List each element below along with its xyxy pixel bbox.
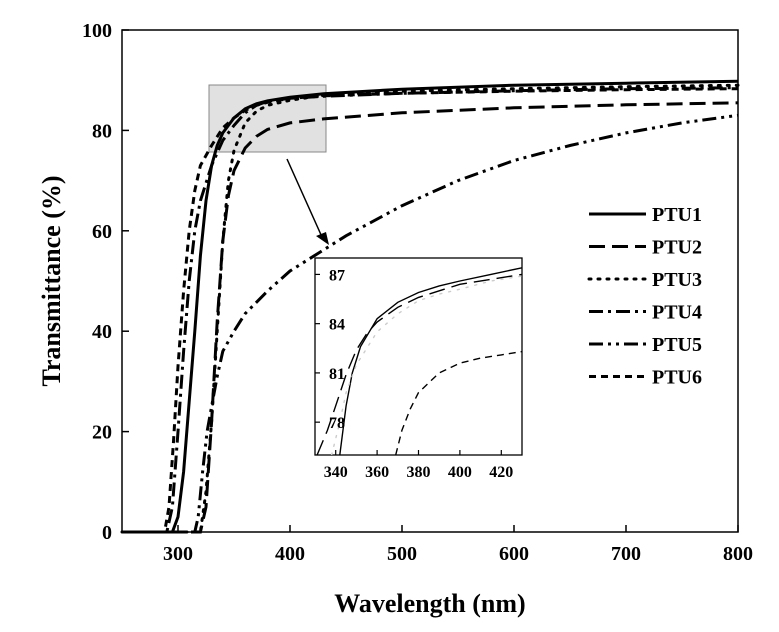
legend-label-ptu4: PTU4: [652, 302, 702, 324]
inset-x-tick-label: 360: [365, 464, 389, 481]
inset-x-ticks: 340 360 380 400 420: [324, 450, 513, 481]
x-axis-title: Wavelength (nm): [334, 589, 525, 618]
y-tick-label: 40: [92, 321, 112, 343]
x-tick-label: 800: [723, 543, 753, 565]
x-tick-label: 400: [275, 543, 305, 565]
inset-y-tick-label: 87: [329, 267, 345, 284]
inset-line-ptu1: [339, 267, 522, 455]
x-tick-label: 700: [611, 543, 641, 565]
plot-frame: [121, 29, 739, 533]
legend-label-ptu1: PTU1: [652, 204, 702, 226]
inset-y-tick-label: 78: [329, 415, 345, 432]
inset-x-tick-label: 420: [489, 464, 513, 481]
legend: PTU1 PTU2 PTU3 PTU4 PTU5 PTU6: [587, 204, 702, 389]
legend-label-ptu3: PTU3: [652, 269, 702, 291]
inset-line-ptu3: [330, 275, 522, 455]
y-tick-label: 0: [102, 522, 112, 544]
inset-y-ticks: 78 81 84 87: [315, 267, 345, 432]
inset-line-ptu6: [316, 273, 522, 455]
series-lines: [120, 79, 740, 534]
inset-series-lines: [316, 267, 522, 455]
series-line-ptu5: [122, 113, 739, 534]
x-tick-label: 500: [387, 543, 417, 565]
zoom-arrow-head: [316, 232, 329, 245]
x-axis-ticks: 300 400 500 600 700 800: [163, 525, 753, 565]
y-tick-label: 60: [92, 221, 112, 243]
y-tick-label: 100: [82, 20, 112, 42]
series-line-ptu6: [122, 87, 739, 534]
legend-label-ptu5: PTU5: [652, 334, 702, 356]
x-tick-label: 300: [163, 543, 193, 565]
inset-x-tick-label: 380: [407, 464, 431, 481]
y-axis-title: Transmittance (%): [37, 175, 66, 386]
legend-label-ptu2: PTU2: [652, 237, 702, 259]
inset-y-tick-label: 81: [329, 366, 345, 383]
inset-y-tick-label: 84: [329, 317, 345, 334]
series-line-ptu3: [120, 83, 740, 534]
y-tick-label: 80: [92, 120, 112, 142]
x-tick-label: 600: [499, 543, 529, 565]
zoom-arrow-line: [286, 158, 323, 238]
y-axis-ticks: 0 20 40 60 80 100: [82, 20, 129, 544]
legend-label-ptu6: PTU6: [652, 367, 702, 389]
series-line-ptu1: [122, 79, 739, 534]
inset-x-tick-label: 340: [324, 464, 348, 481]
y-tick-label: 20: [92, 422, 112, 444]
inset-x-tick-label: 400: [448, 464, 472, 481]
